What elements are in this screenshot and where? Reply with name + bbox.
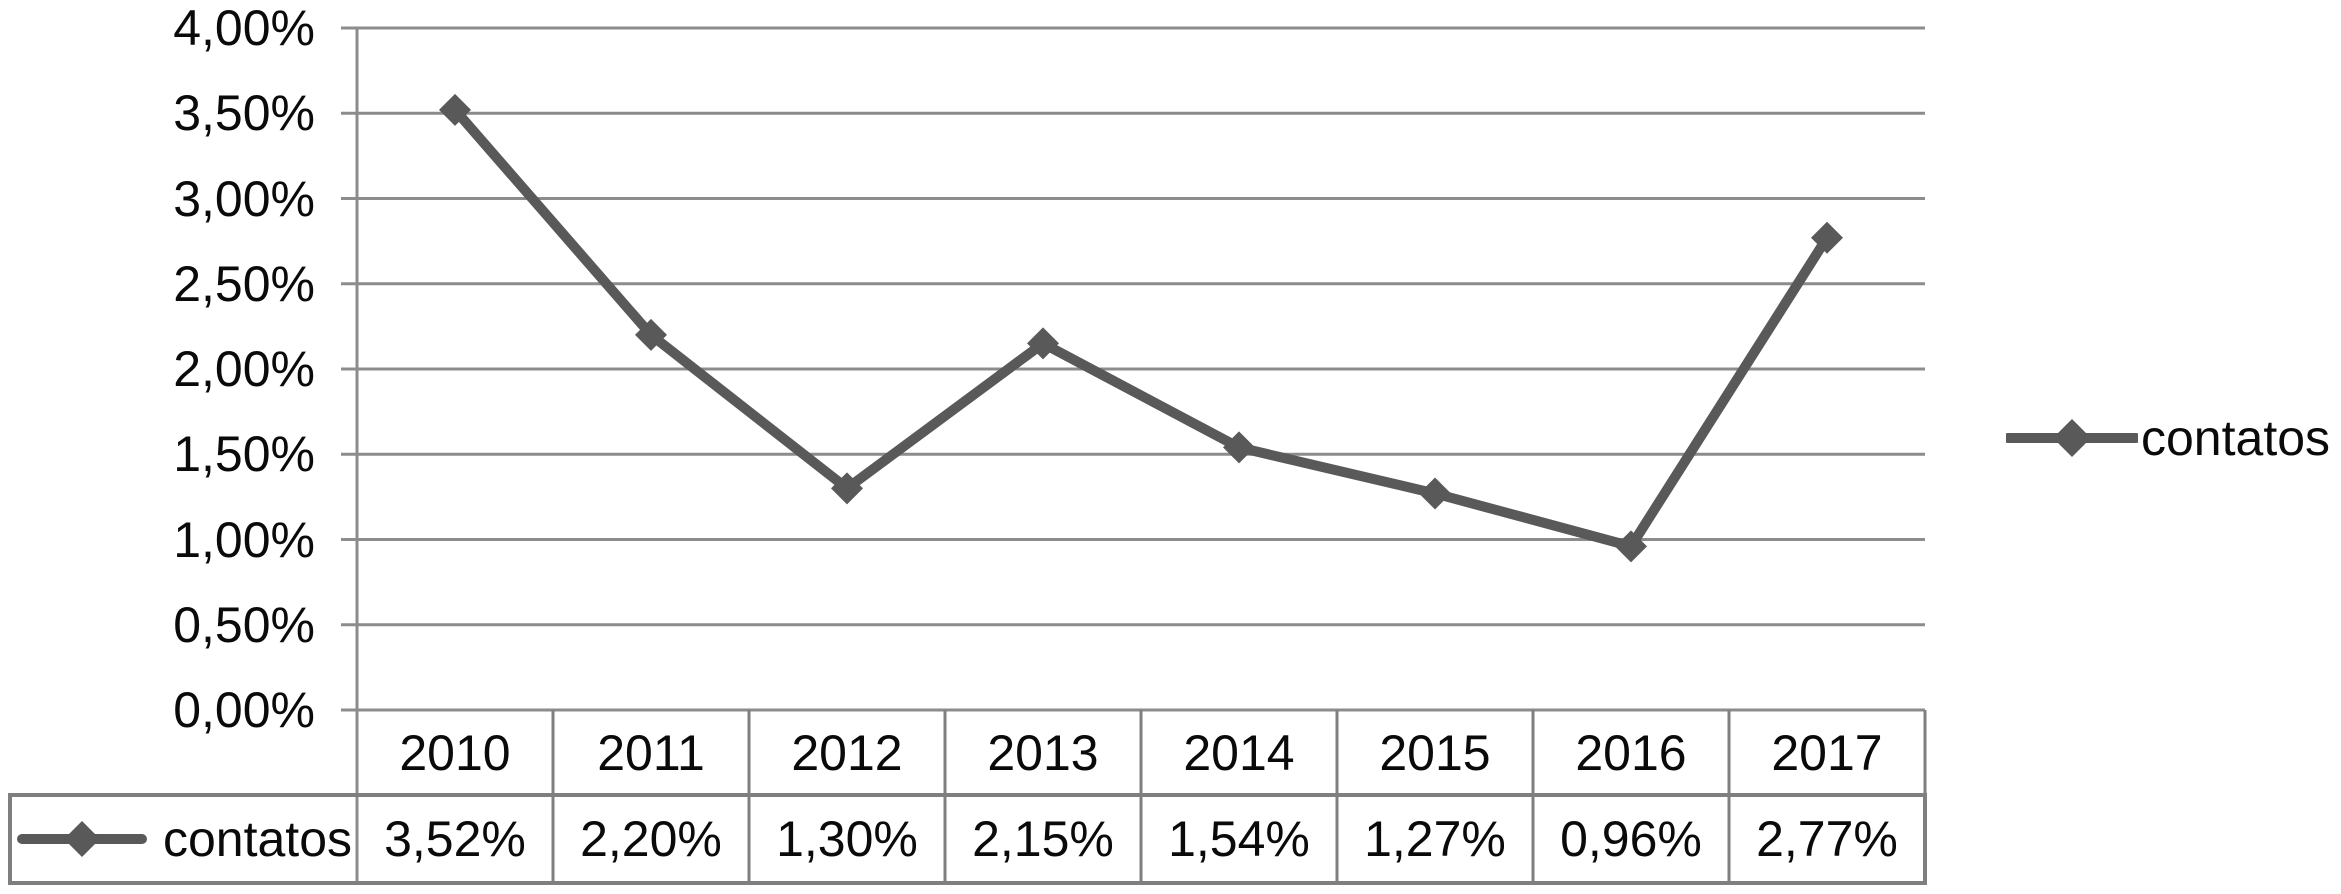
x-axis-year-label: 2013 [987, 724, 1099, 781]
y-axis-tick-label: 2,50% [173, 255, 315, 312]
data-point-marker [1615, 530, 1647, 563]
table-series-label: contatos [162, 811, 352, 867]
legend-series-marker-icon [2006, 419, 2138, 457]
x-axis-year-label: 2015 [1379, 724, 1491, 781]
data-point-marker [831, 472, 863, 505]
legend-label: contatos [2141, 410, 2331, 466]
x-axis-year-label: 2010 [399, 724, 511, 781]
y-axis-tick-label: 1,50% [173, 426, 315, 483]
table-value-cell: 2,77% [1756, 811, 1898, 867]
table-series-marker-diamond [64, 821, 100, 857]
y-axis-tick-label: 0,50% [173, 596, 315, 653]
data-table-row-border [8, 793, 1927, 885]
table-value-cell: 0,96% [1560, 811, 1702, 867]
data-point-marker [1223, 431, 1255, 464]
table-value-cell: 1,27% [1364, 811, 1506, 867]
x-axis-year-label: 2011 [597, 724, 705, 781]
table-value-cell: 1,54% [1168, 811, 1310, 867]
y-axis-tick-label: 3,50% [173, 85, 315, 142]
data-point-marker [635, 318, 667, 351]
x-axis-year-label: 2016 [1575, 724, 1687, 781]
y-axis-tick-label: 1,00% [173, 511, 315, 568]
table-value-cell: 2,15% [972, 811, 1114, 867]
y-axis-tick-label: 4,00% [173, 0, 315, 56]
data-point-marker [1419, 477, 1451, 510]
table-value-cell: 3,52% [384, 811, 526, 867]
x-axis-year-label: 2012 [791, 724, 903, 781]
data-point-marker [1811, 221, 1843, 254]
y-axis-tick-label: 2,00% [173, 341, 315, 397]
data-point-marker [439, 93, 471, 126]
y-axis-tick-label: 0,00% [173, 682, 315, 738]
series-line-contatos [451, 106, 1832, 553]
chart-legend: contatos [2006, 408, 2330, 468]
x-axis-year-label: 2017 [1771, 724, 1883, 781]
x-axis-year-label: 2014 [1183, 724, 1295, 781]
table-value-cell: 1,30% [776, 811, 918, 867]
y-axis-tick-label: 3,00% [173, 170, 315, 227]
table-value-cell: 2,20% [580, 811, 722, 867]
data-point-marker [1027, 327, 1059, 360]
